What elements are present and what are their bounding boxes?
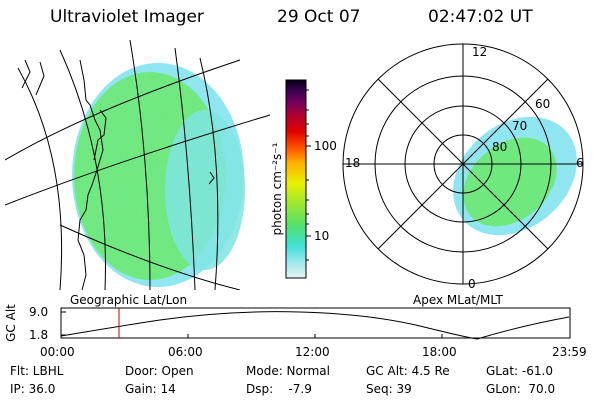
altitude-curve xyxy=(60,311,570,340)
colorbar-unit-label: photon cm⁻²s⁻¹ xyxy=(270,142,284,236)
time-tick-2359: 23:59 xyxy=(552,345,587,359)
apex-caption: Apex MLat/MLT xyxy=(413,293,503,307)
info-ip: IP: 36.0 xyxy=(10,382,56,396)
mlt-label-12: 12 xyxy=(472,45,488,59)
info-gain: Gain: 14 xyxy=(125,382,176,396)
auroral-noise xyxy=(72,63,244,287)
time-label: 02:47:02 UT xyxy=(428,7,533,27)
mlt-label-6: 6 xyxy=(576,156,584,170)
date-label: 29 Oct 07 xyxy=(277,7,361,27)
info-dsp: Dsp: -7.9 xyxy=(246,382,312,396)
time-tick-0000: 00:00 xyxy=(40,345,75,359)
polar-grid xyxy=(342,43,584,285)
altitude-ytick-9: 9.0 xyxy=(29,305,49,319)
lat-label-60: 60 xyxy=(535,97,551,111)
colorbar-tick-10: 10 xyxy=(314,229,330,243)
polar-plot xyxy=(342,43,584,285)
geographic-caption: Geographic Lat/Lon xyxy=(70,293,188,307)
info-filter: Flt: LBHL xyxy=(10,364,64,378)
info-glat: GLat: -61.0 xyxy=(486,364,553,378)
altitude-ytick-1-8: 1.8 xyxy=(29,328,49,342)
colorbar-ticks xyxy=(306,89,311,261)
geographic-map xyxy=(5,40,271,290)
colorbar-tick-100: 100 xyxy=(314,139,337,153)
instrument-title: Ultraviolet Imager xyxy=(50,7,204,27)
info-door: Door: Open xyxy=(125,364,194,378)
time-tick-0600: 06:00 xyxy=(168,345,203,359)
coastline xyxy=(21,59,215,290)
time-tick-1800: 18:00 xyxy=(422,345,457,359)
info-mode: Mode: Normal xyxy=(246,364,330,378)
altitude-plot xyxy=(60,307,571,340)
info-gc-alt: GC Alt: 4.5 Re xyxy=(366,364,450,378)
mlt-label-18: 18 xyxy=(345,156,361,170)
oval-noise xyxy=(453,116,577,236)
lat-label-70: 70 xyxy=(512,119,528,133)
geo-grid xyxy=(5,40,271,290)
altitude-axis-label: GC Alt xyxy=(4,304,18,342)
info-seq: Seq: 39 xyxy=(366,382,412,396)
mlt-label-0: 0 xyxy=(468,277,476,291)
lat-label-80: 80 xyxy=(492,140,508,154)
colorbar xyxy=(285,79,307,279)
time-tick-1200: 12:00 xyxy=(295,345,330,359)
info-glon: GLon: 70.0 xyxy=(486,382,556,396)
